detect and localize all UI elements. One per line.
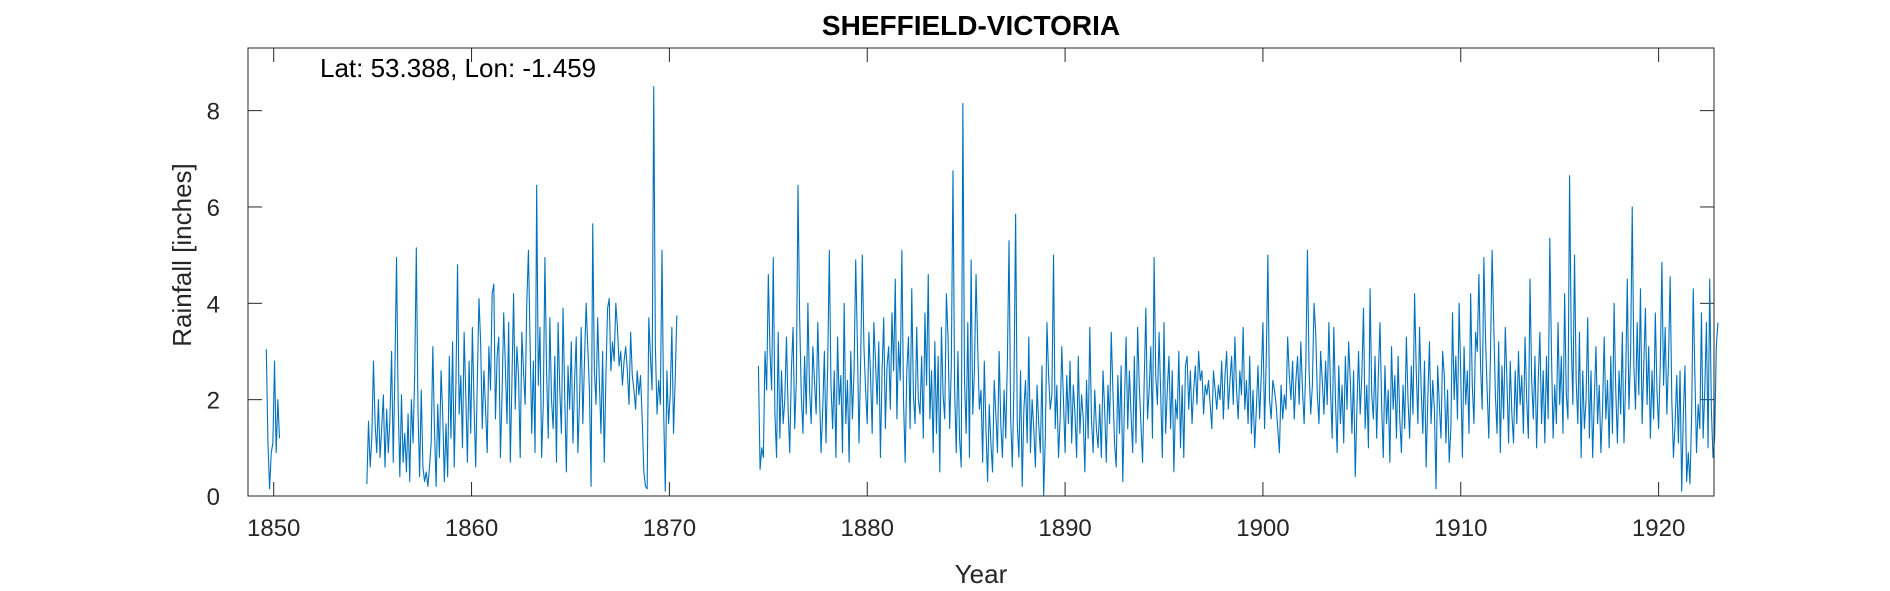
y-tick-label: 6 [207,195,220,222]
series-group [265,85,1719,497]
x-tick-label: 1920 [1632,515,1685,542]
chart-title: SHEFFIELD-VICTORIA [822,10,1120,41]
rainfall-series-line [265,349,281,490]
y-tick-label: 2 [207,388,220,415]
y-axis-label: Rainfall [inches] [167,163,197,347]
x-tick-label: 1910 [1434,515,1487,542]
rainfall-series-line [366,85,678,492]
location-annotation: Lat: 53.388, Lon: -1.459 [320,53,596,83]
plot-frame [247,47,1715,497]
y-tick-label: 0 [207,484,220,511]
x-tick-label: 1880 [841,515,894,542]
y-tick-label: 4 [207,291,220,318]
x-tick-label: 1900 [1236,515,1289,542]
axis-ticks: 1850 1860 1870 1880 1890 1900 1910 1920 0 2 4 6 8 [207,48,1714,542]
y-tick-label: 8 [207,99,220,126]
rainfall-series-line [757,102,1719,497]
x-tick-label: 1890 [1038,515,1091,542]
x-tick-label: 1860 [445,515,498,542]
x-tick-label: 1870 [643,515,696,542]
x-tick-label: 1850 [247,515,300,542]
x-axis-label: Year [955,559,1008,589]
